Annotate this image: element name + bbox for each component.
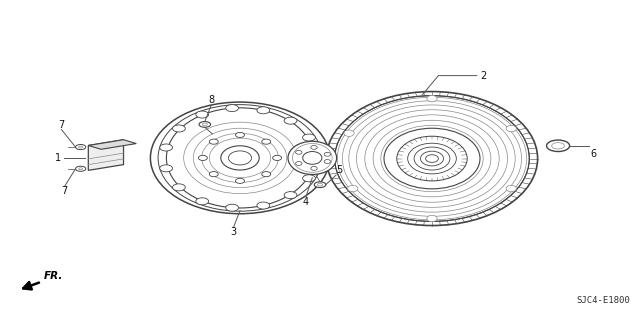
Text: 7: 7	[58, 120, 65, 130]
Ellipse shape	[506, 185, 516, 192]
Ellipse shape	[79, 146, 83, 148]
Ellipse shape	[236, 178, 244, 183]
Ellipse shape	[221, 146, 259, 170]
Ellipse shape	[303, 134, 316, 141]
Ellipse shape	[284, 117, 297, 124]
Text: 5: 5	[336, 165, 342, 175]
Ellipse shape	[427, 95, 437, 102]
Ellipse shape	[506, 125, 516, 132]
Ellipse shape	[196, 198, 209, 205]
Ellipse shape	[420, 151, 444, 166]
Text: 8: 8	[208, 95, 214, 105]
Text: 7: 7	[61, 186, 68, 196]
Ellipse shape	[196, 111, 209, 118]
Ellipse shape	[262, 172, 271, 177]
Ellipse shape	[335, 96, 529, 221]
Ellipse shape	[311, 145, 317, 149]
Text: 3: 3	[230, 227, 237, 237]
Polygon shape	[88, 140, 124, 170]
Text: SJC4-E1800: SJC4-E1800	[577, 296, 630, 305]
Ellipse shape	[76, 145, 86, 150]
Text: 4: 4	[303, 197, 309, 207]
Ellipse shape	[344, 130, 354, 137]
Ellipse shape	[199, 122, 211, 127]
Ellipse shape	[209, 139, 218, 144]
Text: 6: 6	[591, 149, 597, 159]
Ellipse shape	[262, 139, 271, 144]
Ellipse shape	[324, 160, 330, 163]
Ellipse shape	[226, 105, 239, 112]
Ellipse shape	[79, 168, 83, 170]
Ellipse shape	[309, 154, 322, 161]
Ellipse shape	[414, 147, 450, 170]
Ellipse shape	[296, 151, 302, 154]
Text: 1: 1	[55, 153, 61, 163]
Ellipse shape	[257, 202, 269, 209]
Circle shape	[552, 143, 564, 149]
Ellipse shape	[198, 155, 207, 160]
Ellipse shape	[326, 92, 538, 226]
Text: 2: 2	[480, 70, 486, 81]
Ellipse shape	[202, 123, 207, 126]
Ellipse shape	[348, 185, 358, 192]
Ellipse shape	[209, 172, 218, 177]
Ellipse shape	[384, 128, 480, 189]
Ellipse shape	[173, 184, 186, 191]
Ellipse shape	[426, 155, 438, 162]
Ellipse shape	[317, 183, 323, 186]
Ellipse shape	[160, 144, 173, 151]
Ellipse shape	[397, 136, 467, 181]
Ellipse shape	[236, 132, 244, 137]
Ellipse shape	[303, 152, 322, 164]
Ellipse shape	[311, 167, 317, 170]
Ellipse shape	[150, 102, 330, 214]
Ellipse shape	[273, 155, 282, 160]
Ellipse shape	[288, 141, 337, 174]
Ellipse shape	[324, 152, 330, 156]
Ellipse shape	[296, 161, 302, 165]
Ellipse shape	[427, 215, 437, 222]
Ellipse shape	[166, 108, 314, 208]
Ellipse shape	[228, 151, 252, 165]
Ellipse shape	[226, 204, 239, 211]
Ellipse shape	[303, 175, 316, 182]
Ellipse shape	[173, 125, 186, 132]
Polygon shape	[88, 140, 136, 149]
Ellipse shape	[158, 105, 322, 211]
Text: FR.: FR.	[44, 271, 63, 281]
Ellipse shape	[160, 165, 173, 172]
Circle shape	[547, 140, 570, 152]
Ellipse shape	[314, 182, 326, 188]
Ellipse shape	[76, 166, 86, 171]
Ellipse shape	[408, 143, 456, 174]
Ellipse shape	[257, 107, 269, 114]
Ellipse shape	[284, 192, 297, 199]
